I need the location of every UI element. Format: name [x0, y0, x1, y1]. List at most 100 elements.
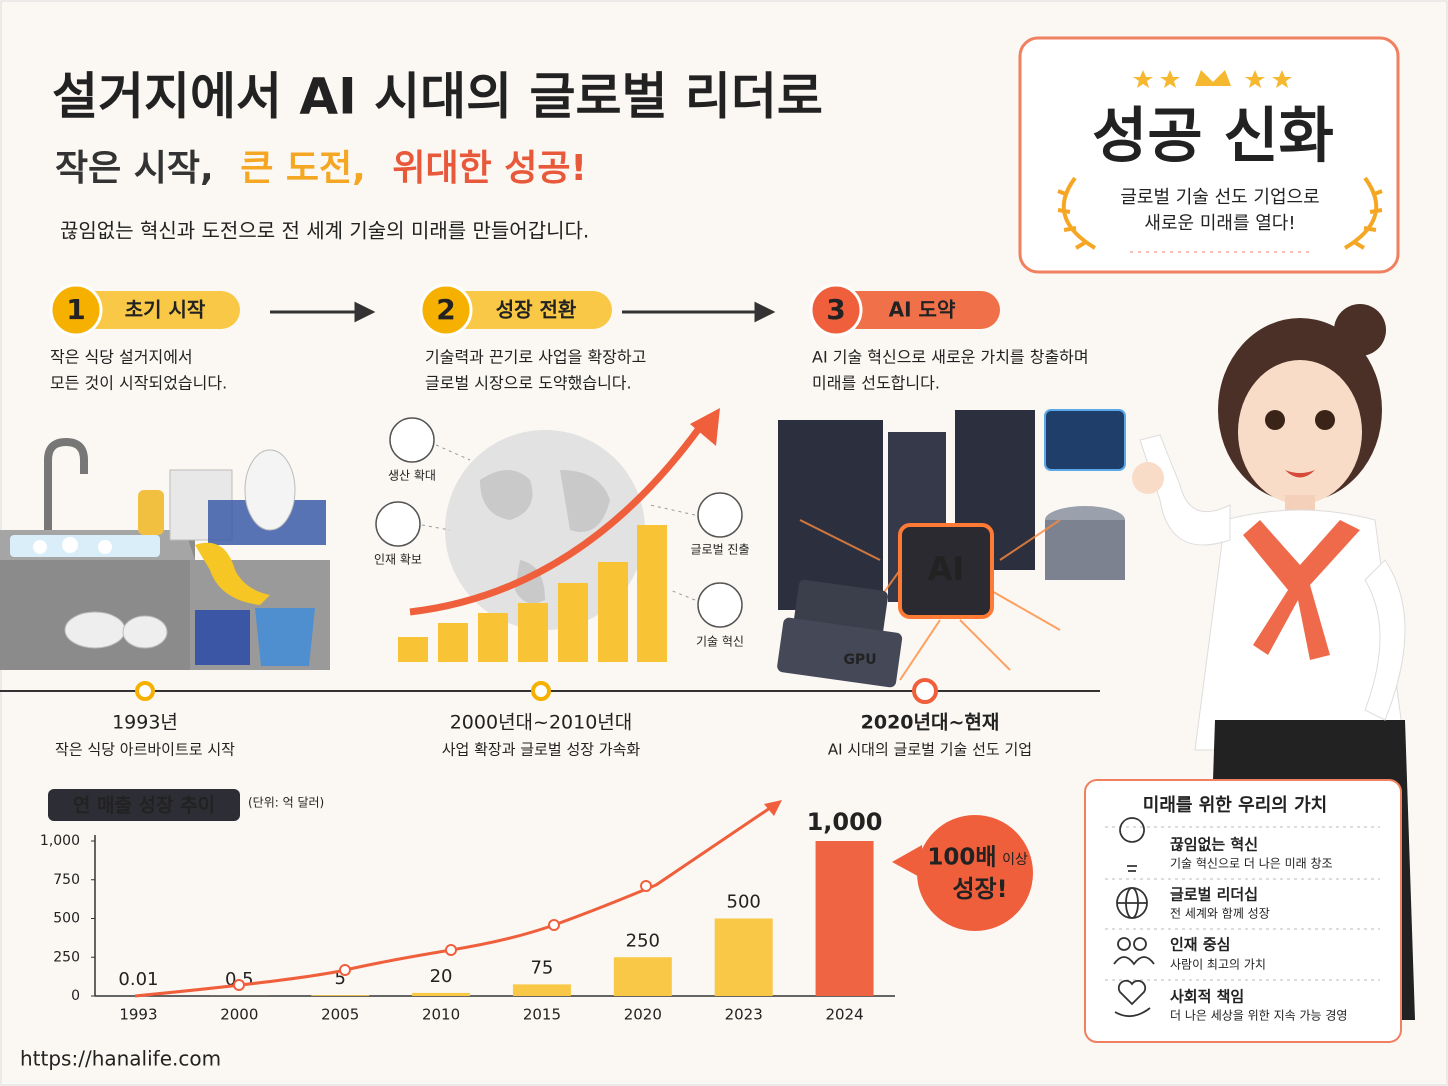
stars [1133, 70, 1292, 88]
bar [412, 992, 471, 996]
chart-unit: (단위: 억 달러) [248, 796, 324, 810]
timeline-marker [531, 681, 551, 701]
period: 2000년대~2010년대 [450, 712, 633, 734]
callout-text: 이상 [1002, 852, 1028, 868]
stage-text: 모든 것이 시작되었습니다. [50, 374, 227, 393]
period-caption: AI 시대의 글로벌 기술 선도 기업 [828, 741, 1032, 759]
value-text: 기술 혁신으로 더 나은 미래 창조 [1170, 857, 1333, 871]
stage-circle [419, 283, 473, 337]
values-box: 미래를 위한 우리의 가치 끊임없는 혁신 기술 혁신으로 더 나은 미래 창조… [1084, 779, 1402, 1043]
ai-illustration: GPU AI [777, 409, 1126, 688]
value-text: 사람이 최고의 가치 [1170, 958, 1266, 972]
icon-label: 인재 확보 [374, 553, 422, 567]
crown [1195, 70, 1231, 86]
laurel [1057, 176, 1097, 250]
stage-pill [448, 291, 612, 329]
stage: 2 성장 전환 기술력과 끈기로 사업을 확장하고 글로벌 시장으로 도약했습니… [419, 283, 646, 393]
bar [512, 984, 571, 996]
bar [613, 957, 672, 996]
stage-pill [838, 291, 1000, 329]
values-frame [1084, 779, 1402, 1043]
value-label: 0.01 [118, 969, 158, 990]
title: 설거지에서 AI 시대의 글로벌 리더로 [52, 68, 823, 126]
stage-text: 기술력과 끈기로 사업을 확장하고 [425, 348, 646, 367]
value-title: 글로벌 리더십 [1170, 886, 1258, 904]
x-tick-label: 2015 [523, 1006, 561, 1024]
icon-label: 생산 확대 [388, 469, 436, 483]
laurel [1343, 176, 1383, 250]
timeline: 1993년 작은 식당 아르바이트로 시작 2000년대~2010년대 사업 확… [0, 678, 1100, 759]
badge-frame [1018, 36, 1400, 274]
callout-text: 100배 [927, 845, 996, 871]
chip-label: AI [928, 550, 965, 588]
subtitle: 작은 시작, 큰 도전, 위대한 성공! [55, 148, 587, 189]
badge-title: 성공 신화 [1092, 102, 1334, 172]
stage-title: 성장 전환 [496, 298, 577, 322]
description: 끊임없는 혁신과 도전으로 전 세계 기술의 미래를 만들어갑니다. [60, 219, 589, 243]
stage-title: 초기 시작 [125, 298, 206, 322]
period-caption: 작은 식당 아르바이트로 시작 [55, 741, 235, 759]
x-tick-label: 2005 [321, 1006, 359, 1024]
stage-title: AI 도약 [889, 298, 956, 322]
growth-illustration: 생산 확대 인재 확보 글로벌 진출 기술 혁신 [374, 408, 750, 662]
stage-text: 미래를 선도합니다. [812, 374, 940, 393]
subtitle-part: 위대한 성공! [392, 148, 587, 189]
bar-chart: 02505007501,00019930.0120000.52005520102… [40, 808, 895, 1024]
x-tick-label: 2020 [624, 1006, 662, 1024]
icon-label: 글로벌 진출 [690, 543, 749, 557]
sink-illustration [0, 437, 330, 670]
stage-circle [809, 283, 863, 337]
values-title: 미래를 위한 우리의 가치 [1143, 795, 1327, 816]
x-tick-label: 2000 [220, 1006, 258, 1024]
stage-text: 작은 식당 설거지에서 [50, 348, 193, 367]
trend-arrowhead [764, 800, 782, 816]
value-icons [1113, 817, 1155, 1018]
badge-line: 새로운 미래를 열다! [1144, 213, 1295, 234]
value-label: 250 [626, 930, 660, 951]
bar [311, 995, 370, 996]
x-tick-label: 2024 [825, 1006, 863, 1024]
callout: 100배 이상 성장! [892, 815, 1033, 931]
value-text: 더 나은 세상을 위한 지속 가능 경영 [1170, 1009, 1347, 1023]
subtitle-part: 큰 도전, [240, 148, 366, 189]
trend-points [233, 880, 652, 991]
value-title: 사회적 책임 [1170, 988, 1244, 1006]
y-tick-label: 250 [53, 949, 80, 965]
timeline-marker [135, 681, 155, 701]
presenter-illustration [1132, 304, 1415, 1020]
value-title: 끊임없는 혁신 [1170, 836, 1258, 854]
badge: 성공 신화 글로벌 기술 선도 기업으로 새로운 미래를 열다! [1018, 36, 1400, 274]
x-tick-label: 2023 [725, 1006, 763, 1024]
period: 1993년 [112, 712, 178, 734]
stage-number: 1 [66, 293, 85, 326]
stage-arrows [270, 301, 776, 323]
stage-text: 글로벌 시장으로 도약했습니다. [425, 374, 632, 393]
value-title: 인재 중심 [1170, 936, 1230, 954]
footer-url: https://hanalife.com [20, 1047, 221, 1071]
value-label: 20 [430, 966, 453, 987]
y-tick-label: 1,000 [40, 833, 80, 849]
period-caption: 사업 확장과 글로벌 성장 가속화 [442, 741, 641, 759]
subtitle-part: 작은 시작, [55, 148, 214, 189]
value-text: 전 세계와 함께 성장 [1170, 907, 1270, 921]
period: 2020년대~현재 [861, 712, 1000, 734]
stage-text: AI 기술 혁신으로 새로운 가치를 창출하며 [812, 348, 1089, 367]
stage: 1 초기 시작 작은 식당 설거지에서 모든 것이 시작되었습니다. [49, 283, 240, 393]
value-label: 5 [334, 968, 345, 989]
y-tick-label: 500 [53, 911, 80, 927]
stage: 3 AI 도약 AI 기술 혁신으로 새로운 가치를 창출하며 미래를 선도합니… [809, 283, 1089, 393]
chip-label: GPU [843, 652, 876, 668]
chart-title: 연 매출 성장 추이 [73, 795, 215, 817]
timeline-marker [912, 678, 938, 704]
value-label: 500 [727, 892, 761, 913]
value-label: 75 [530, 957, 553, 978]
stage-pill [78, 291, 240, 329]
stage-circle [49, 283, 103, 337]
value-label: 1,000 [807, 808, 883, 836]
bar [815, 841, 874, 996]
bar [714, 918, 773, 996]
chart-title-pill [48, 789, 240, 821]
badge-line: 글로벌 기술 선도 기업으로 [1120, 187, 1319, 208]
